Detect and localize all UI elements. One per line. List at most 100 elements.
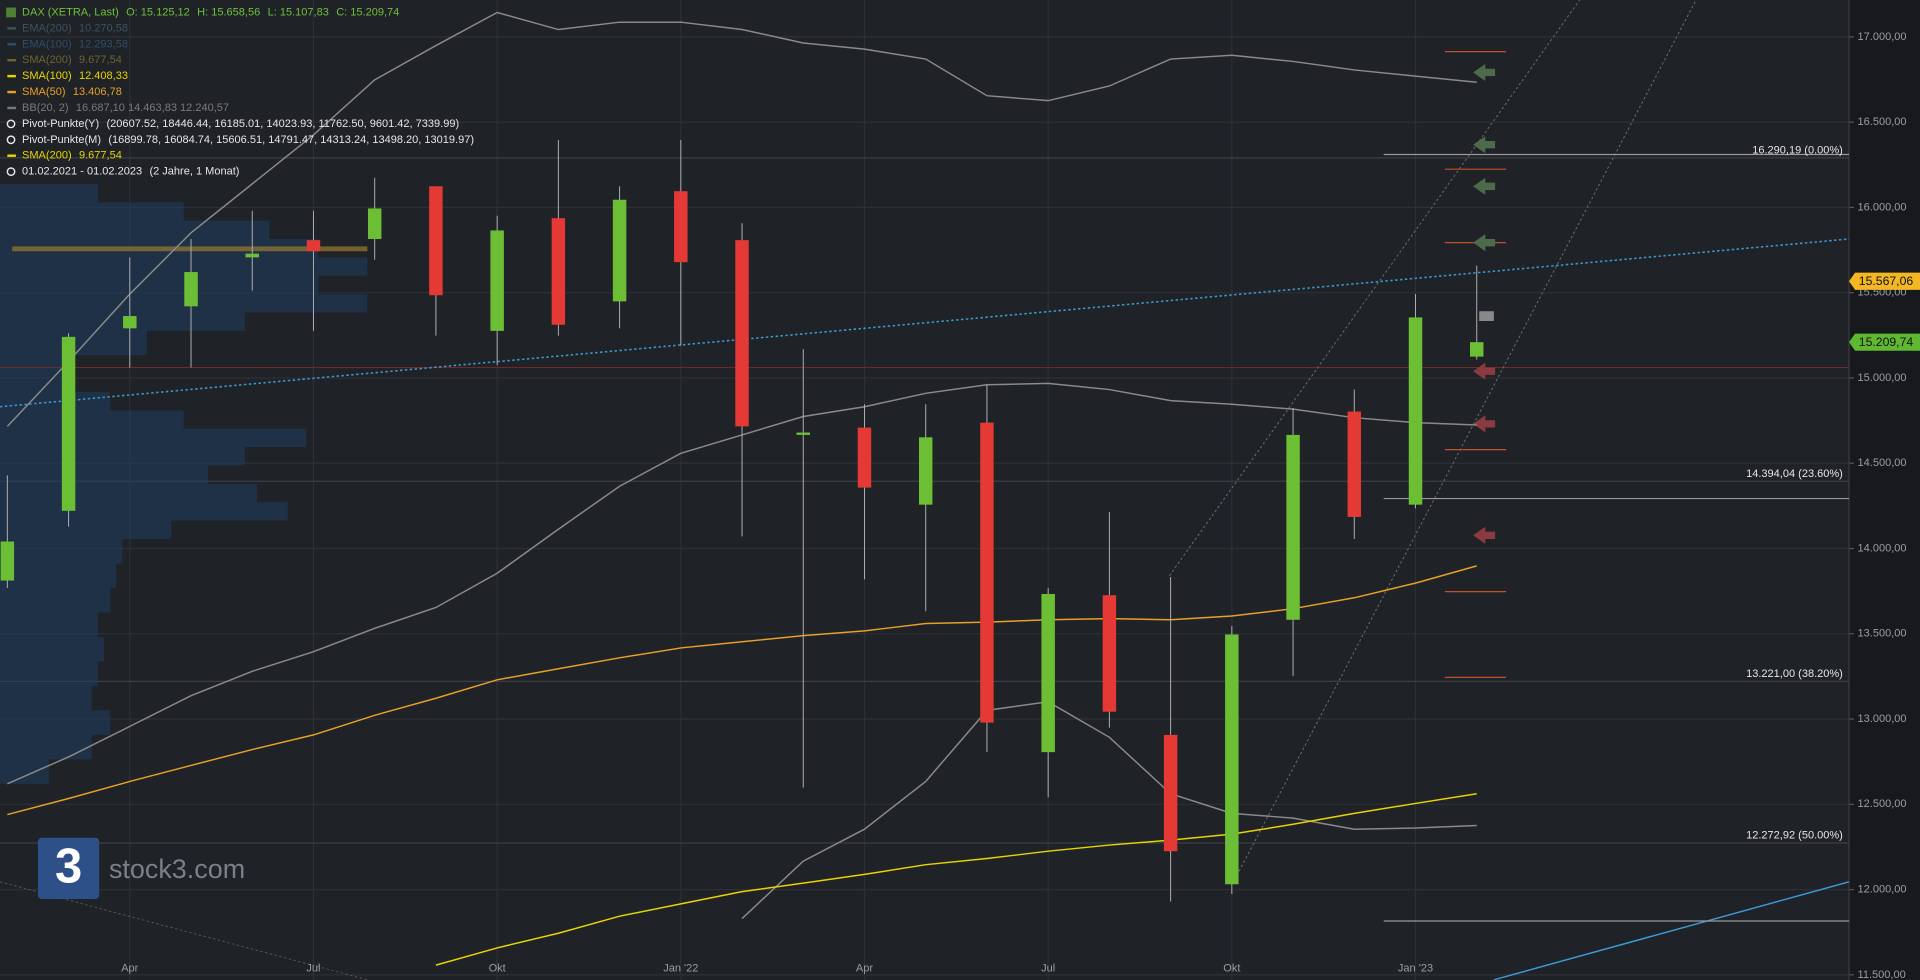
legend-icon bbox=[6, 135, 16, 145]
y-tick-label: 11.500,00 bbox=[1858, 969, 1906, 980]
volume-profile bbox=[0, 183, 368, 784]
arrow bbox=[1473, 136, 1496, 154]
legend-value: 9.677,54 bbox=[79, 150, 122, 162]
legend-name: 01.02.2021 - 01.02.2023 bbox=[22, 166, 142, 178]
legend-item: SMA(100) 12.408,33 bbox=[22, 70, 128, 82]
legend-value: 13.406,78 bbox=[73, 86, 122, 98]
legend-name: Pivot-Punkte(M) bbox=[22, 134, 101, 146]
candle-body bbox=[857, 427, 872, 488]
axis-panel bbox=[1848, 0, 1920, 980]
channel-line bbox=[1236, 0, 1697, 876]
arrow bbox=[1473, 63, 1496, 82]
logo-box bbox=[37, 837, 100, 899]
legend-name: Pivot-Punkte(Y) bbox=[22, 118, 99, 130]
candle-body bbox=[1470, 342, 1484, 357]
bollinger-lower bbox=[741, 701, 1477, 920]
legend-value: 10.270,58 bbox=[79, 22, 128, 34]
candle-body bbox=[612, 199, 627, 302]
legend-name: SMA(200) bbox=[22, 54, 72, 66]
legend-item: BB(20, 2) 16.687,10 14.463,83 12.240,57 bbox=[22, 102, 229, 114]
candle-body bbox=[61, 336, 76, 511]
legend-name: SMA(100) bbox=[22, 70, 72, 82]
x-tick-label: Jan '23 bbox=[1398, 963, 1433, 975]
legend-icon bbox=[6, 167, 16, 177]
x-tick-label: Jan '22 bbox=[663, 963, 698, 975]
fib-label: 16.290,19 (0.00%) bbox=[1752, 144, 1843, 156]
legend-value: (16899.78, 16084.74, 15606.51, 14791.47,… bbox=[108, 134, 474, 146]
y-tick-label: 13.500,00 bbox=[1858, 628, 1907, 640]
candle-body bbox=[306, 240, 321, 252]
candle-body bbox=[1286, 434, 1300, 620]
arrow bbox=[1473, 526, 1496, 544]
candle-body bbox=[1041, 594, 1055, 753]
candle-body bbox=[918, 437, 933, 505]
trend-line bbox=[0, 238, 1850, 408]
signal-arrows bbox=[1473, 63, 1496, 544]
y-tick-label: 12.000,00 bbox=[1858, 883, 1907, 895]
legend-item: SMA(50) 13.406,78 bbox=[22, 86, 122, 98]
candle-body bbox=[1347, 411, 1362, 517]
candle-body bbox=[123, 316, 137, 329]
legend-value: 9.677,54 bbox=[79, 54, 122, 66]
x-tick-label: Apr bbox=[121, 963, 138, 975]
legend: DAX (XETRA, Last) O: 15.125,12 H: 15.658,5… bbox=[6, 6, 474, 178]
candle-body bbox=[1163, 734, 1178, 852]
y-tick-label: 16.000,00 bbox=[1858, 201, 1907, 213]
legend-value: 16.687,10 14.463,83 12.240,57 bbox=[76, 102, 229, 114]
watermark: 3 stock3.com bbox=[37, 837, 245, 899]
y-tick-label: 12.500,00 bbox=[1858, 798, 1907, 810]
candle-body bbox=[735, 240, 749, 427]
candle-body bbox=[674, 191, 688, 263]
legend-value: (20607.52, 18446.44, 16185.01, 14023.93,… bbox=[107, 118, 460, 130]
candle-body bbox=[490, 230, 504, 331]
candle-body bbox=[184, 272, 198, 307]
header-ohlc: C: 15.209,74 bbox=[336, 6, 399, 18]
fib-label: 12.272,92 (50.00%) bbox=[1746, 830, 1843, 842]
candle-body bbox=[796, 432, 810, 435]
arrow bbox=[1473, 415, 1496, 433]
legend-item: Pivot-Punkte(Y) (20607.52, 18446.44, 1618… bbox=[22, 118, 459, 130]
header-ohlc: L: 15.107,83 bbox=[268, 6, 329, 18]
candle-body bbox=[551, 218, 566, 325]
candle-body bbox=[1225, 634, 1239, 885]
price-tag-label: 15.567,06 bbox=[1859, 274, 1914, 288]
sma200-line bbox=[435, 793, 1477, 966]
trend-line bbox=[1493, 881, 1850, 980]
x-tick-label: Jul bbox=[1041, 963, 1055, 975]
price-tag-label: 15.209,74 bbox=[1859, 335, 1914, 349]
legend-value: 12.408,33 bbox=[79, 70, 128, 82]
legend-item: EMA(100) 12.293,58 bbox=[22, 38, 128, 50]
header: DAX (XETRA, Last) O: 15.125,12 H: 15.658,5… bbox=[22, 6, 399, 18]
price-tag bbox=[1848, 333, 1920, 351]
arrow bbox=[1473, 177, 1496, 195]
legend-name: EMA(100) bbox=[22, 38, 72, 50]
candle-body bbox=[245, 253, 259, 258]
legend-name: SMA(50) bbox=[22, 86, 65, 98]
legend-item: SMA(200) 9.677,54 bbox=[22, 150, 122, 162]
arrow bbox=[1473, 362, 1496, 380]
x-tick-label: Okt bbox=[489, 963, 506, 975]
sma50-line bbox=[7, 565, 1477, 816]
candle-body bbox=[1102, 595, 1117, 712]
y-tick-label: 15.000,00 bbox=[1858, 372, 1907, 384]
y-tick-label: 17.000,00 bbox=[1858, 31, 1907, 43]
legend-item: EMA(200) 10.270,58 bbox=[22, 22, 128, 34]
legend-value: 12.293,58 bbox=[79, 38, 128, 50]
fib-label: 14.394,04 (23.60%) bbox=[1746, 468, 1843, 480]
candle-body bbox=[367, 208, 382, 239]
header-icon bbox=[6, 7, 16, 18]
legend-name: BB(20, 2) bbox=[22, 102, 69, 114]
y-tick-label: 16.500,00 bbox=[1858, 116, 1907, 128]
marker bbox=[1479, 311, 1494, 322]
legend-item: 01.02.2021 - 01.02.2023 (2 Jahre, 1 Monat… bbox=[22, 166, 239, 178]
header-ohlc: O: 15.125,12 bbox=[126, 6, 190, 18]
logo-text: 3 bbox=[55, 840, 82, 894]
candle-body bbox=[429, 186, 443, 296]
y-tick-label: 14.500,00 bbox=[1858, 457, 1907, 469]
legend-name: EMA(200) bbox=[22, 22, 72, 34]
arrow bbox=[1473, 234, 1496, 252]
header-ohlc: H: 15.658,56 bbox=[197, 6, 260, 18]
bollinger-upper bbox=[6, 11, 1477, 427]
